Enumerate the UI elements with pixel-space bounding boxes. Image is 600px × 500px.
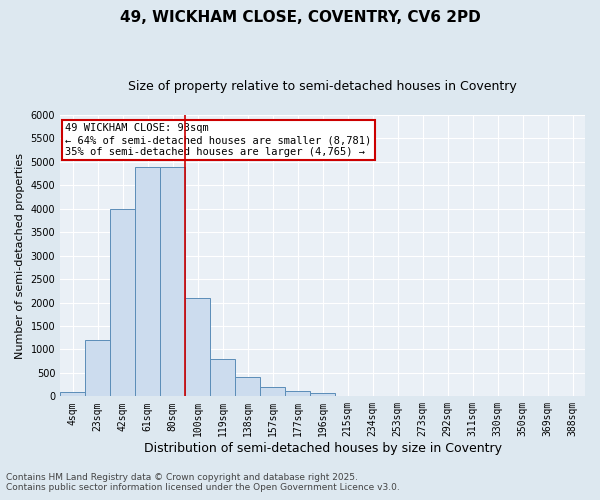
Bar bbox=[185, 298, 210, 396]
Bar bbox=[85, 340, 110, 396]
Bar bbox=[160, 166, 185, 396]
Bar bbox=[235, 376, 260, 396]
Y-axis label: Number of semi-detached properties: Number of semi-detached properties bbox=[15, 152, 25, 358]
Bar bbox=[260, 387, 285, 396]
Bar bbox=[110, 209, 135, 396]
Text: Contains HM Land Registry data © Crown copyright and database right 2025.
Contai: Contains HM Land Registry data © Crown c… bbox=[6, 473, 400, 492]
X-axis label: Distribution of semi-detached houses by size in Coventry: Distribution of semi-detached houses by … bbox=[143, 442, 502, 455]
Bar bbox=[310, 393, 335, 396]
Bar bbox=[210, 359, 235, 397]
Bar bbox=[285, 390, 310, 396]
Bar bbox=[60, 392, 85, 396]
Text: 49, WICKHAM CLOSE, COVENTRY, CV6 2PD: 49, WICKHAM CLOSE, COVENTRY, CV6 2PD bbox=[119, 10, 481, 25]
Bar bbox=[135, 166, 160, 396]
Title: Size of property relative to semi-detached houses in Coventry: Size of property relative to semi-detach… bbox=[128, 80, 517, 93]
Text: 49 WICKHAM CLOSE: 93sqm
← 64% of semi-detached houses are smaller (8,781)
35% of: 49 WICKHAM CLOSE: 93sqm ← 64% of semi-de… bbox=[65, 124, 371, 156]
